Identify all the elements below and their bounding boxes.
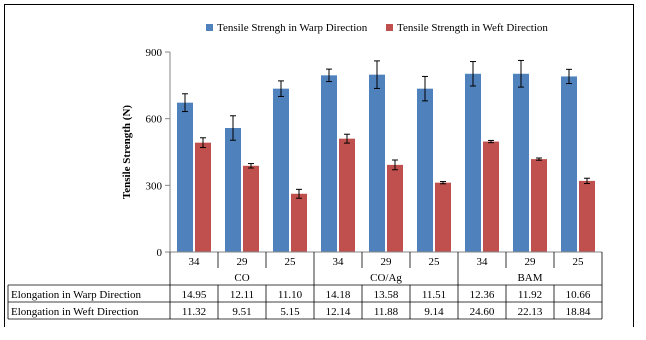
- table-cell: 14.18: [326, 289, 351, 301]
- bar-weft: [339, 138, 355, 252]
- category-label: 29: [237, 256, 249, 268]
- category-label: 34: [333, 256, 345, 268]
- y-tick-label: 300: [146, 180, 163, 192]
- table-row-label: Elongation in Warp Direction: [11, 289, 141, 301]
- bar-weft: [579, 180, 595, 252]
- category-label: 29: [525, 256, 537, 268]
- bar-warp: [417, 88, 433, 253]
- bar-warp: [177, 102, 193, 253]
- legend-swatch-weft: [386, 24, 393, 31]
- table-cell: 9.14: [424, 306, 444, 318]
- group-label: CO: [234, 272, 249, 284]
- table-row-label: Elongation in Weft Direction: [11, 306, 139, 318]
- y-tick-label: 900: [146, 47, 163, 59]
- y-axis-label: Tensile Strength (N): [121, 105, 133, 199]
- bar-warp: [321, 75, 337, 252]
- bar-weft: [483, 141, 499, 252]
- table-cell: 18.84: [566, 306, 591, 318]
- legend-label-weft: Tensile Strength in Weft Direction: [397, 22, 548, 34]
- bar-warp: [273, 88, 289, 253]
- table-cell: 13.58: [374, 289, 399, 301]
- y-tick-label: 600: [146, 114, 163, 126]
- table-cell: 11.88: [374, 306, 399, 318]
- bar-weft: [243, 165, 259, 252]
- table-cell: 14.95: [182, 289, 207, 301]
- group-label: BAM: [517, 272, 542, 284]
- group-label: CO/Ag: [370, 272, 402, 284]
- table-cell: 9.51: [232, 306, 251, 318]
- table-cell: 24.60: [470, 306, 495, 318]
- bar-weft: [435, 182, 451, 252]
- category-label: 29: [381, 256, 393, 268]
- table-cell: 11.32: [182, 306, 206, 318]
- bar-weft: [291, 193, 307, 252]
- table-cell: 5.15: [280, 306, 300, 318]
- table-cell: 12.14: [326, 306, 351, 318]
- bar-weft: [387, 164, 403, 252]
- bar-weft: [531, 159, 547, 252]
- table-cell: 12.11: [230, 289, 254, 301]
- category-label: 25: [285, 256, 297, 268]
- bar-warp: [225, 128, 241, 252]
- legend-swatch-warp: [206, 24, 213, 31]
- category-label: 34: [477, 256, 489, 268]
- category-label: 34: [189, 256, 201, 268]
- bar-warp: [513, 73, 529, 253]
- bar-weft: [195, 142, 211, 252]
- bar-warp: [561, 76, 577, 252]
- table-cell: 10.66: [566, 289, 591, 301]
- table-cell: 11.10: [278, 289, 303, 301]
- bar-warp: [369, 74, 385, 253]
- table-cell: 11.92: [518, 289, 542, 301]
- y-tick-label: 0: [157, 247, 163, 259]
- table-cell: 11.51: [422, 289, 446, 301]
- table-cell: 22.13: [518, 306, 543, 318]
- category-label: 25: [429, 256, 441, 268]
- chart-frame: [4, 4, 634, 327]
- table-cell: 12.36: [470, 289, 495, 301]
- bar-warp: [465, 73, 481, 253]
- legend-label-warp: Tensile Strengh in Warp Direction: [217, 22, 368, 34]
- category-label: 25: [573, 256, 585, 268]
